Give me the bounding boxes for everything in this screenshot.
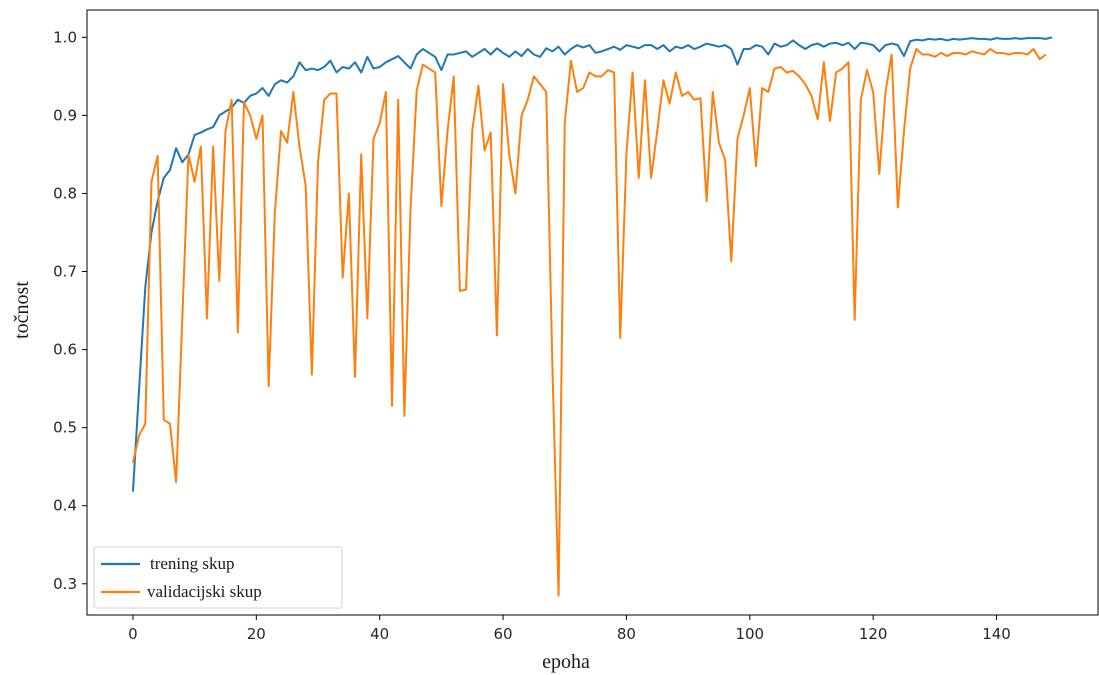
legend-label-validacijski: validacijski skup bbox=[147, 582, 262, 601]
y-tick-label: 0.4 bbox=[53, 497, 77, 515]
y-tick-label: 0.5 bbox=[53, 419, 77, 437]
legend-label-trening: trening skup bbox=[150, 554, 235, 573]
trening-series-line bbox=[131, 36, 1053, 492]
plot-background bbox=[87, 10, 1098, 615]
validacijski-series-line bbox=[131, 48, 1047, 597]
x-tick-label: 60 bbox=[494, 625, 513, 643]
x-tick-label: 40 bbox=[370, 625, 389, 643]
y-tick-label: 0.6 bbox=[53, 341, 77, 359]
plot-frame bbox=[86, 9, 1099, 616]
x-axis-title: epoha bbox=[542, 651, 590, 673]
y-tick-label: 0.9 bbox=[53, 106, 77, 124]
series-layer bbox=[131, 36, 1053, 597]
y-tick-label: 0.7 bbox=[53, 263, 77, 281]
x-tick-label: 140 bbox=[982, 625, 1011, 643]
y-tick-label: 1.0 bbox=[53, 28, 77, 46]
legend: trening skup validacijski skup bbox=[93, 546, 343, 609]
y-tick-label: 0.3 bbox=[53, 575, 77, 593]
x-tick-label: 0 bbox=[128, 625, 138, 643]
y-tick-label: 0.8 bbox=[53, 184, 77, 202]
x-tick-label: 20 bbox=[247, 625, 266, 643]
ticks-layer: 0 20 40 60 80 100 120 140 0.3 0.4 0.5 0.6 0.7 0.8 0.9 1… bbox=[53, 28, 1011, 643]
legend-box bbox=[93, 546, 343, 609]
x-tick-label: 100 bbox=[735, 625, 764, 643]
x-tick-label: 120 bbox=[859, 625, 888, 643]
axes-layer bbox=[86, 9, 1099, 616]
y-axis-title: točnost bbox=[11, 281, 33, 339]
x-tick-label: 80 bbox=[617, 625, 636, 643]
